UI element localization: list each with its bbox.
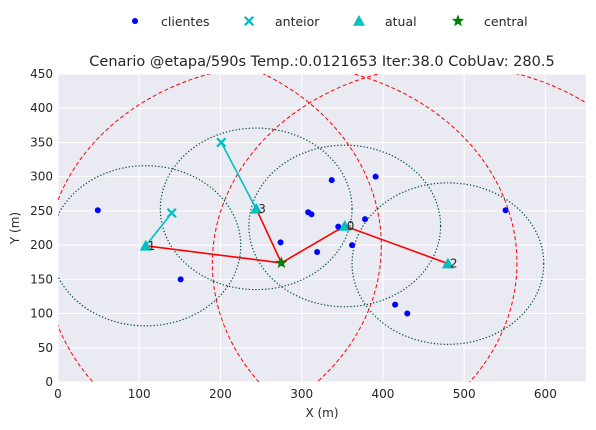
legend-marker-clientes <box>132 18 138 24</box>
y-tick-label: 150 <box>30 272 53 286</box>
cliente-point <box>502 207 509 214</box>
y-axis-label: Y (m) <box>8 212 22 245</box>
cliente-point <box>328 177 335 184</box>
atual-marker <box>250 202 263 214</box>
y-tick-label: 350 <box>30 135 53 149</box>
cliente-point <box>177 276 184 283</box>
move-line <box>145 212 173 247</box>
x-tick-label: 200 <box>209 387 232 401</box>
uav-label: 2 <box>450 257 458 271</box>
cliente-point <box>94 207 101 214</box>
legend-label: central <box>484 14 528 29</box>
anteior-marker <box>166 207 177 218</box>
link-line <box>145 245 282 264</box>
coverage-circle <box>159 127 353 291</box>
y-tick-label: 300 <box>30 170 53 184</box>
legend: clientes anteior atual central <box>132 14 528 29</box>
axis-ticks: 0 100 200 300 400 500 600 0 50 100 150 200 250 300 350… <box>30 67 557 401</box>
central-marker <box>275 256 288 269</box>
cliente-point <box>372 173 379 180</box>
range-circle <box>211 74 586 382</box>
link-line <box>280 225 346 264</box>
x-axis-label: X (m) <box>305 406 338 420</box>
cliente-point <box>362 216 369 223</box>
atual-marker <box>338 219 351 231</box>
x-tick-label: 300 <box>290 387 313 401</box>
coverage-circle <box>248 144 442 308</box>
link-line <box>255 208 283 264</box>
x-tick-label: 0 <box>54 387 62 401</box>
y-tick-label: 100 <box>30 307 53 321</box>
legend-marker-atual <box>353 15 365 26</box>
uav-label: 0 <box>347 219 355 233</box>
y-tick-label: 400 <box>30 101 53 115</box>
x-tick-label: 400 <box>371 387 394 401</box>
y-tick-label: 450 <box>30 67 53 81</box>
move-line <box>220 142 257 210</box>
y-tick-label: 250 <box>30 204 53 218</box>
cliente-point <box>349 242 356 249</box>
cliente-point <box>335 223 342 230</box>
y-tick-label: 200 <box>30 238 53 252</box>
uav-label: 1 <box>148 239 156 253</box>
cliente-point <box>277 239 284 246</box>
coverage-circle <box>351 182 545 345</box>
cliente-point <box>404 310 411 317</box>
legend-marker-central <box>451 14 465 27</box>
link-line <box>344 225 449 265</box>
atual-marker <box>441 257 454 269</box>
atual-marker <box>139 239 152 251</box>
uav-label: 3 <box>258 202 266 216</box>
legend-marker-anteior <box>244 16 254 26</box>
legend-label: anteior <box>275 14 320 29</box>
y-tick-label: 50 <box>38 341 53 355</box>
coverage-circle <box>58 165 242 327</box>
legend-label: atual <box>385 14 417 29</box>
anteior-marker <box>216 137 227 148</box>
x-tick-label: 500 <box>453 387 476 401</box>
cliente-point <box>308 211 315 218</box>
y-tick-label: 0 <box>45 375 53 389</box>
cliente-point <box>314 248 321 255</box>
chart-title: Cenario @etapa/590s Temp.:0.0121653 Iter… <box>89 54 554 70</box>
range-circle <box>262 74 382 382</box>
cliente-point <box>392 301 399 308</box>
legend-label: clientes <box>161 14 210 29</box>
plot-area <box>58 74 586 382</box>
x-tick-label: 600 <box>534 387 557 401</box>
range-circle <box>58 74 518 382</box>
x-tick-label: 100 <box>128 387 151 401</box>
